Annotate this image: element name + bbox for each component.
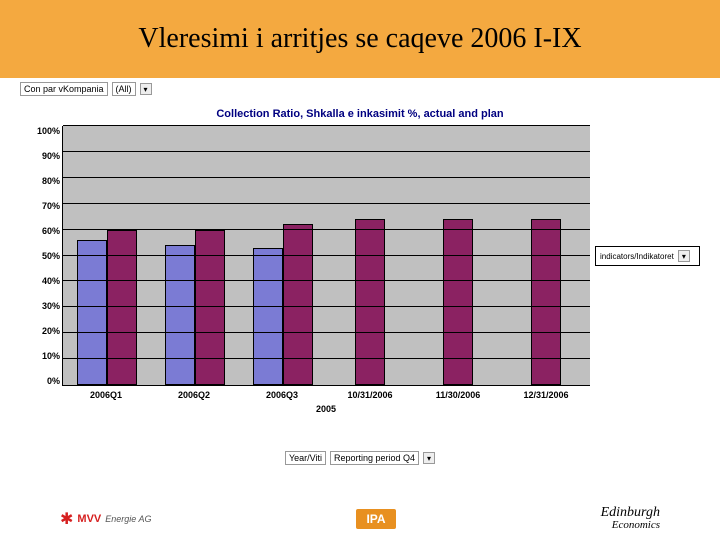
edin-line2: Economics [601,520,660,532]
x-tick-label: 2006Q3 [238,390,326,400]
mvv-brand: MVV [77,513,101,525]
ipa-logo: IPA [356,509,395,529]
y-tick-label: 20% [20,326,60,336]
legend[interactable]: indicators/Indikatoret ▾ [595,246,700,266]
y-tick-label: 0% [20,376,60,386]
edinburgh-logo: Edinburgh Economics [601,506,660,532]
y-tick-label: 100% [20,126,60,136]
bar [443,219,473,385]
grid-line [63,177,590,178]
star-icon: ✱ [60,509,73,529]
grid-line [63,203,590,204]
bottom-filter-label: Year/Viti [285,451,326,465]
chevron-down-icon[interactable]: ▾ [678,250,690,262]
top-filter-label: Con par vKompania [20,82,108,96]
bar-group [502,126,590,385]
mvv-logo: ✱ MVV Energie AG [60,509,151,529]
logo-row: ✱ MVV Energie AG IPA Edinburgh Economics [0,506,720,532]
bottom-filter-value[interactable]: Reporting period Q4 [330,451,419,465]
y-tick-label: 90% [20,151,60,161]
bar [253,248,283,385]
mvv-sub: Energie AG [105,514,151,524]
grid-line [63,280,590,281]
bar [283,224,313,385]
edin-line1: Edinburgh [601,506,660,521]
bar-group [151,126,239,385]
top-filter-value[interactable]: (All) [112,82,136,96]
chevron-down-icon[interactable]: ▾ [140,83,152,95]
chevron-down-icon[interactable]: ▾ [423,452,435,464]
grid-line [63,125,590,126]
grid-line [63,306,590,307]
x-tick-label: 10/31/2006 [326,390,414,400]
bar-group [414,126,502,385]
y-tick-label: 40% [20,276,60,286]
bar [77,240,107,385]
x-tick-label: 12/31/2006 [502,390,590,400]
bars-container [63,126,590,385]
y-tick-label: 10% [20,351,60,361]
bar [355,219,385,385]
page-title: Vleresimi i arritjes se caqeve 2006 I-IX [138,23,581,55]
grid-line [63,229,590,230]
grid-line [63,358,590,359]
y-tick-label: 30% [20,301,60,311]
chart-title: Collection Ratio, Shkalla e inkasimit %,… [0,100,720,126]
grid-line [63,151,590,152]
title-bar: Vleresimi i arritjes se caqeve 2006 I-IX [0,0,720,78]
x-axis-labels: 2006Q12006Q22006Q310/31/200611/30/200612… [62,390,590,400]
legend-text: indicators/Indikatoret [600,252,674,261]
y-tick-label: 50% [20,251,60,261]
bar-group [239,126,327,385]
y-tick-label: 70% [20,201,60,211]
grid-line [63,332,590,333]
y-axis: 100% 90% 80% 70% 60% 50% 40% 30% 20% 10% 0% [20,126,60,386]
bar-group [63,126,151,385]
bar [165,245,195,385]
y-tick-label: 60% [20,226,60,236]
y-tick-label: 80% [20,176,60,186]
plot-area [62,126,590,386]
bar [531,219,561,385]
chart-area: 100% 90% 80% 70% 60% 50% 40% 30% 20% 10% 0% 2006Q1… [20,126,700,416]
x-tick-label: 11/30/2006 [414,390,502,400]
x-tick-label: 2006Q2 [150,390,238,400]
x-axis-title: 2005 [62,404,590,414]
bar-group [326,126,414,385]
x-tick-label: 2006Q1 [62,390,150,400]
bottom-filter-row: Year/Viti Reporting period Q4 ▾ [0,416,720,465]
top-filter-row: Con par vKompania (All) ▾ [0,78,720,100]
grid-line [63,255,590,256]
